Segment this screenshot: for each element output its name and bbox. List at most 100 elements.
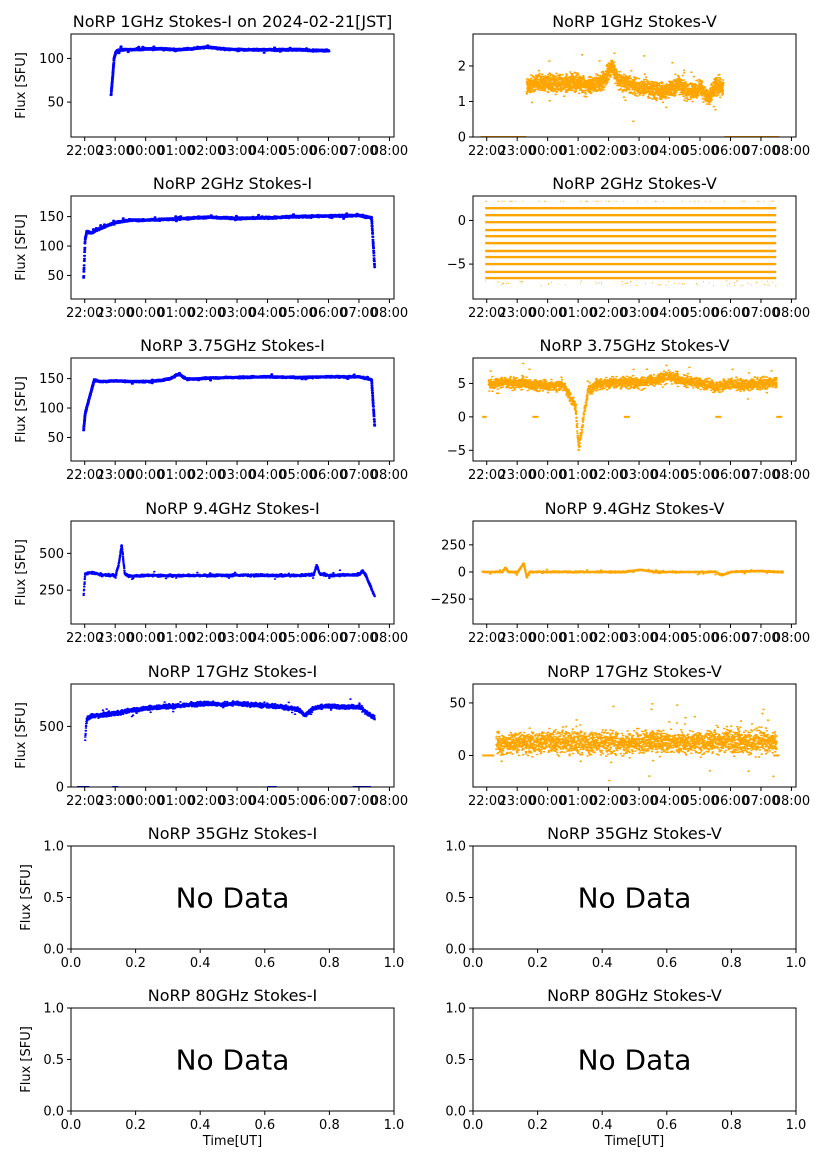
no-data-label: No Data [578,882,692,915]
panel-title: NoRP 9.4GHz Stokes-V [545,499,725,518]
y-axis-label: Flux [SFU] [14,376,29,443]
y-tick-label: 0.0 [445,943,466,958]
y-tick-label: 1.0 [445,1002,466,1017]
x-tick-label: 05:00 [681,144,718,159]
x-tick-label: 04:00 [249,794,286,809]
axes-frame [70,33,395,138]
x-tick-label: 1.0 [384,1118,405,1133]
x-tick-label: 05:00 [681,306,718,321]
y-tick-label: 50 [47,431,64,446]
panel-2G-I: 22:0023:0000:0001:0002:0003:0004:0005:00… [14,174,408,321]
y-tick-label: 1.0 [43,1002,64,1017]
x-tick-label: 03:00 [218,144,255,159]
y-axis-label: Flux [SFU] [19,1026,34,1093]
x-tick-label: 06:00 [310,144,347,159]
panel-title: NoRP 1GHz Stokes-V [552,12,717,31]
x-tick-label: 08:00 [371,306,408,321]
x-tick-label: 07:00 [340,794,377,809]
y-tick-label: 0 [56,781,64,796]
x-tick-label: 06:00 [310,468,347,483]
x-tick-label: 22:00 [468,468,505,483]
x-tick-label: 04:00 [651,144,688,159]
x-tick-label: 0.8 [721,956,742,971]
series-scatter [82,371,377,432]
axes-frame [70,357,395,462]
panel-title: NoRP 2GHz Stokes-V [552,174,717,193]
panel-9.4G-I: 22:0023:0000:0001:0002:0003:0004:0005:00… [14,499,408,646]
plot-area [482,362,783,451]
panel-9.4G-V: 22:0023:0000:0001:0002:0003:0004:0005:00… [430,499,810,646]
panel-3.75G-V: 22:0023:0000:0001:0002:0003:0004:0005:00… [447,336,810,483]
x-tick-label: 08:00 [773,794,810,809]
panel-1G-I: 22:0023:0000:0001:0002:0003:0004:0005:00… [14,12,408,159]
x-tick-label: 04:00 [651,468,688,483]
y-tick-label: 2 [458,59,466,74]
x-tick-label: 0.0 [463,956,484,971]
x-tick-label: 22:00 [468,144,505,159]
x-tick-label: 05:00 [681,631,718,646]
x-tick-label: 04:00 [651,794,688,809]
x-tick-label: 04:00 [249,306,286,321]
x-tick-label: 00:00 [529,468,566,483]
y-tick-label: 1 [458,95,466,110]
axes-frame [472,33,797,138]
panel-80G-V: No Data 0.0 0.2 0.4 0.6 0.8 1.0 0.0 0.5 1.0 NoRP 8… [445,986,806,1149]
x-tick-label: 01:00 [559,468,596,483]
x-tick-label: 01:00 [157,306,194,321]
x-tick-label: 00:00 [529,631,566,646]
x-tick-label: 04:00 [249,144,286,159]
x-tick-label: 02:00 [188,144,225,159]
y-tick-label: 50 [47,269,64,284]
x-tick-label: 23:00 [96,794,133,809]
x-tick-label: 02:00 [590,144,627,159]
axes-frame [472,683,797,788]
y-tick-label: 0.5 [43,1053,64,1068]
y-axis-label: Flux [SFU] [19,864,34,931]
y-tick-label: 0.5 [445,1053,466,1068]
x-tick-label: 08:00 [371,631,408,646]
panel-title: NoRP 17GHz Stokes-V [547,662,722,681]
x-tick-label: 02:00 [590,631,627,646]
x-tick-label: 00:00 [127,144,164,159]
panel-2G-V: 22:0023:0000:0001:0002:0003:0004:0005:00… [447,174,810,321]
panel-title: NoRP 9.4GHz Stokes-I [145,499,320,518]
y-tick-label: 150 [39,372,64,387]
no-data-label: No Data [176,882,290,915]
x-tick-label: 06:00 [712,631,749,646]
x-tick-label: 06:00 [310,631,347,646]
x-tick-label: 01:00 [157,468,194,483]
x-tick-label: 03:00 [620,468,657,483]
x-tick-label: 0.8 [319,956,340,971]
x-tick-label: 00:00 [529,144,566,159]
x-tick-label: 05:00 [279,794,316,809]
y-tick-label: 100 [39,52,64,67]
series-outliers [485,200,777,287]
x-tick-label: 22:00 [66,144,103,159]
x-tick-label: 06:00 [712,306,749,321]
x-tick-label: 02:00 [590,468,627,483]
x-tick-label: 07:00 [340,144,377,159]
y-axis-label: Flux [SFU] [14,214,29,281]
plot-area [82,544,376,598]
x-tick-label: 02:00 [188,468,225,483]
x-tick-label: 00:00 [529,306,566,321]
series-scatter [109,44,331,97]
series-scatter [495,703,778,782]
x-tick-label: 01:00 [157,631,194,646]
x-tick-label: 22:00 [66,631,103,646]
x-tick-label: 06:00 [712,144,749,159]
axes-frame [70,520,395,625]
x-tick-label: 01:00 [559,631,596,646]
y-axis-label: Flux [SFU] [14,702,29,769]
x-tick-label: 1.0 [786,956,807,971]
x-tick-label: 05:00 [279,144,316,159]
x-tick-label: 0.0 [463,1118,484,1133]
y-tick-label: 0 [458,214,466,229]
x-tick-label: 07:00 [340,306,377,321]
axes-frame [472,357,797,462]
x-tick-label: 23:00 [96,468,133,483]
y-axis-label: Flux [SFU] [14,52,29,119]
plot-area [481,562,784,579]
x-tick-label: 0.4 [190,956,211,971]
